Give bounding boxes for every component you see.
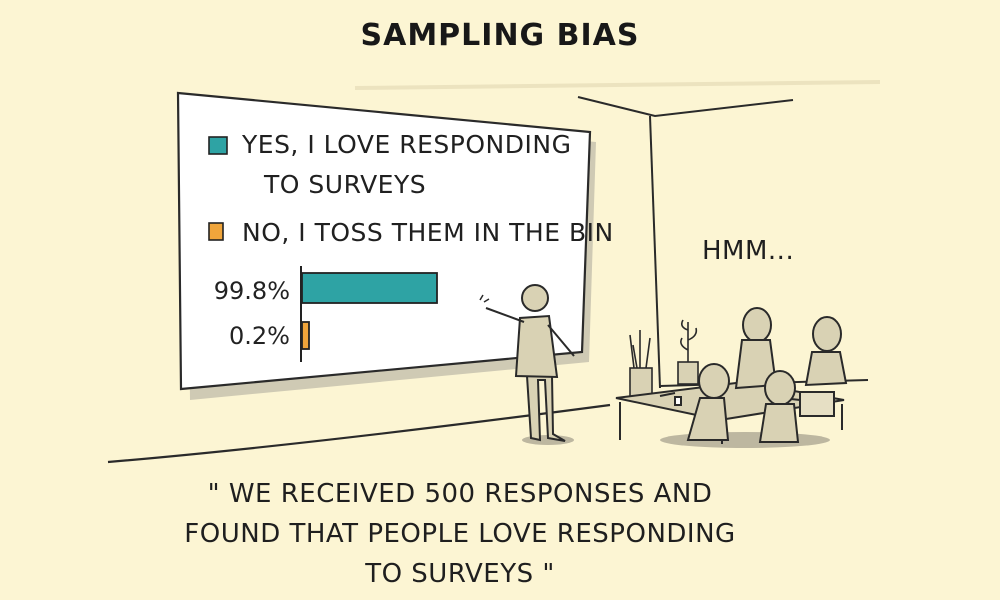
- legend-yes-line2: TO SURVEYS: [264, 170, 427, 199]
- caption-line-3: TO SURVEYS ": [365, 559, 555, 589]
- legend-swatch-no: [208, 222, 224, 241]
- audience-people: [674, 307, 848, 443]
- bar-yes: [301, 272, 438, 304]
- plant-right: [677, 319, 699, 385]
- wall-corner-line: [649, 115, 661, 389]
- whiteboard: [176, 91, 592, 391]
- caption: " WE RECEIVED 500 RESPONSES AND FOUND TH…: [140, 474, 780, 594]
- bar-group: [301, 272, 438, 350]
- faint-background-line: [354, 80, 881, 90]
- legend-no: NO, I TOSS THEM IN THE BIN: [242, 218, 614, 247]
- bar-label-yes: 99.8%: [213, 277, 290, 305]
- bar-no: [301, 321, 310, 350]
- ceiling-line: [577, 96, 794, 118]
- caption-line-2: FOUND THAT PEOPLE LOVE RESPONDING: [184, 519, 736, 549]
- page-title: SAMPLING BIAS: [360, 18, 640, 53]
- presenter-figure: [479, 284, 575, 445]
- caption-line-1: " WE RECEIVED 500 RESPONSES AND: [207, 479, 713, 509]
- legend-swatch-yes: [208, 136, 228, 155]
- plant-left: [629, 330, 653, 399]
- legend-yes-line1: YES, I LOVE RESPONDING: [242, 130, 572, 159]
- bar-label-no: 0.2%: [229, 322, 290, 350]
- audience-speech: HMM...: [702, 236, 795, 266]
